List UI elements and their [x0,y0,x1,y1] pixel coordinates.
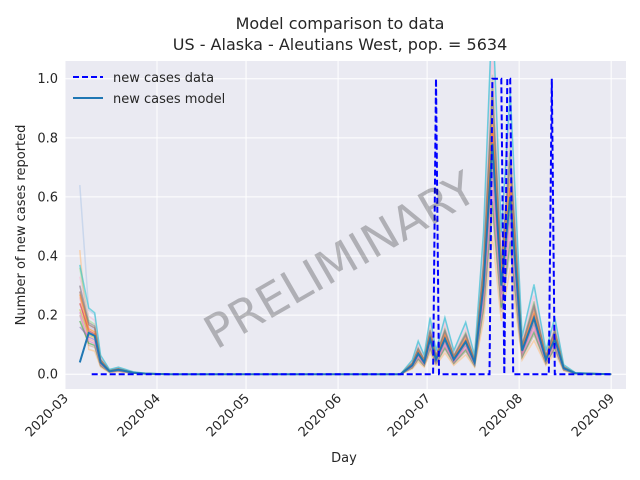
y-axis-label: Number of new cases reported [14,125,29,326]
legend-label-data: new cases data [113,71,214,86]
y-tick-labels: 0.0 0.2 0.4 0.6 0.8 1.0 [37,72,58,382]
ensemble-line [79,61,612,375]
x-tick-label: 2020-03 [23,391,72,440]
x-tick-label: 2020-06 [296,391,345,440]
y-tick-label: 0.4 [37,250,58,265]
y-tick-label: 0.2 [37,309,58,324]
y-tick-label: 1.0 [37,72,58,87]
series-lines [78,77,612,376]
chart-subtitle: US - Alaska - Aleutians West, pop. = 563… [173,35,508,54]
x-tick-label: 2020-05 [204,391,253,440]
x-axis-label: Day [331,451,357,466]
y-tick-label: 0.6 [37,190,58,205]
y-tick-label: 0.8 [37,131,58,146]
chart-title: Model comparison to data [236,14,445,33]
x-tick-label: 2020-04 [115,391,164,440]
x-tick-label: 2020-07 [385,391,434,440]
series-line-model [78,143,612,376]
x-tick-labels: 2020-03 2020-04 2020-05 2020-06 2020-07 2020-… [23,391,618,440]
x-tick-label: 2020-09 [569,391,618,440]
y-tick-label: 0.0 [37,368,58,383]
x-tick-label: 2020-08 [477,391,526,440]
legend: new cases data new cases model [73,71,225,107]
legend-label-model: new cases model [113,92,225,107]
